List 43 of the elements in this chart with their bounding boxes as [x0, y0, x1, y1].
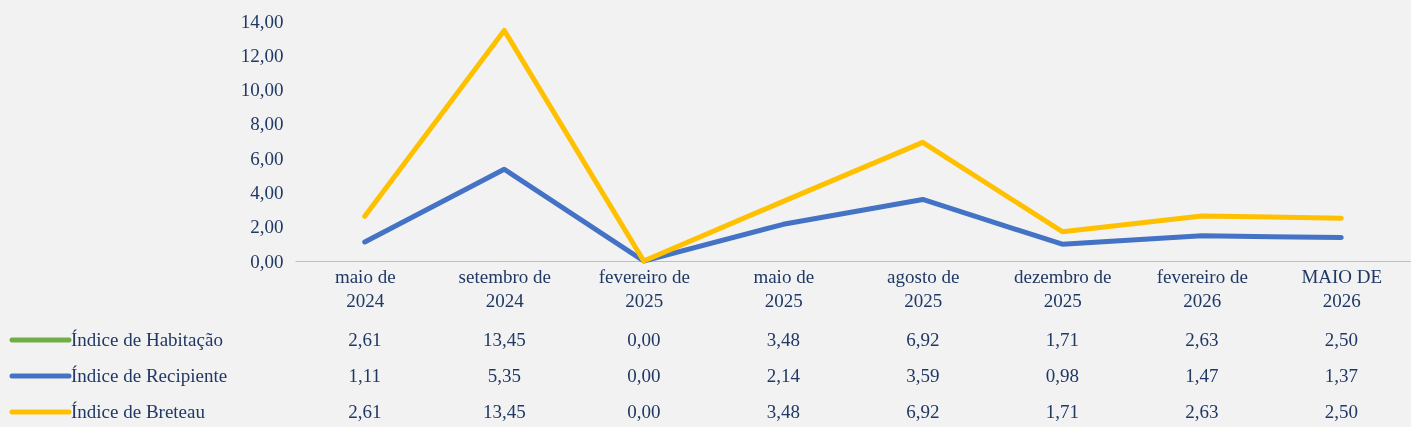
- x-tick-label: fevereiro de 2026: [1156, 265, 1248, 311]
- data-label: 2,14: [766, 365, 801, 386]
- text: 2,61: [348, 329, 382, 350]
- data-label: 5,35: [487, 365, 521, 386]
- text: 6,92: [906, 329, 940, 350]
- data-label: 0,00: [627, 401, 661, 422]
- text: 1,71: [1045, 329, 1079, 350]
- y-tick-label: 10,00: [240, 79, 284, 101]
- data-label: 1,11: [348, 365, 382, 386]
- x-tick-label: agosto de 2025: [887, 265, 960, 311]
- data-label: 0,00: [627, 365, 661, 386]
- x-tick-label: MAIO DE 2026: [1301, 265, 1383, 311]
- text: 3,48: [766, 329, 800, 350]
- y-tick-label: 14,00: [240, 10, 284, 32]
- data-label: 2,61: [348, 401, 382, 422]
- data-label: 1,37: [1324, 365, 1358, 386]
- data-label: 6,92: [906, 401, 940, 422]
- y-tick-label: 4,00: [250, 181, 284, 203]
- x-tick-label: fevereiro de 2025: [598, 265, 690, 311]
- data-label: 0,98: [1045, 365, 1079, 386]
- y-tick-label: 2,00: [250, 216, 284, 238]
- legend-label: Índice de Breteau: [71, 401, 206, 422]
- y-tick-label: 8,00: [250, 113, 284, 135]
- y-tick-label: 6,00: [250, 147, 284, 169]
- legend-label: Índice de Recipiente: [71, 365, 228, 386]
- y-tick-label: 0,00: [250, 250, 284, 272]
- y-tick-label: 12,00: [240, 44, 284, 66]
- data-label: 13,45: [482, 401, 526, 422]
- x-tick-label: setembro de 2024: [458, 265, 551, 311]
- x-tick-label: maio de 2024: [334, 265, 396, 311]
- data-label: 3,59: [906, 365, 940, 386]
- data-label: 1,71: [1045, 401, 1079, 422]
- x-tick-label: maio de 2025: [753, 265, 815, 311]
- data-label: 2,50: [1324, 401, 1358, 422]
- text: 0,00: [627, 329, 661, 350]
- data-label: 2,63: [1185, 401, 1219, 422]
- text: 2,63: [1185, 329, 1219, 350]
- text: 2,50: [1324, 329, 1358, 350]
- data-label: 1,47: [1185, 365, 1219, 386]
- data-label: 3,48: [766, 401, 800, 422]
- legend-label: Índice de Habitação: [71, 329, 223, 350]
- text: 13,45: [482, 329, 526, 350]
- x-tick-label: dezembro de 2025: [1013, 265, 1112, 311]
